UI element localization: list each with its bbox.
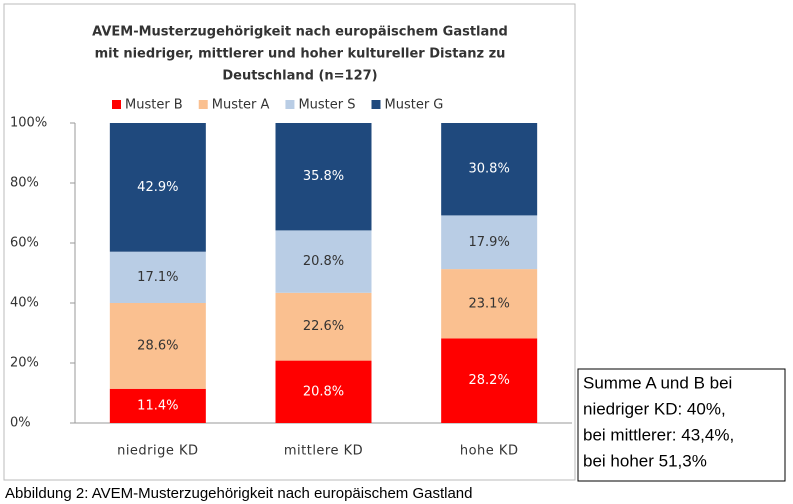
bar-segment <box>441 123 538 216</box>
value-label: 22.6% <box>303 319 344 334</box>
value-label: 17.9% <box>469 235 510 250</box>
value-label: 35.8% <box>303 169 344 184</box>
y-tick-label: 60% <box>10 236 39 251</box>
annotation-box <box>577 368 786 482</box>
chart-title: AVEM-Musterzugehörigkeit nach europäisch… <box>92 25 508 40</box>
y-tick-label: 80% <box>10 176 39 191</box>
x-tick-label: hohe KD <box>460 444 519 459</box>
value-label: 28.2% <box>469 373 510 388</box>
annotation: bei mittlerer: 43,4%, <box>583 425 734 444</box>
legend-swatch <box>371 100 381 109</box>
value-label: 20.8% <box>303 384 344 399</box>
bar-segment <box>275 292 372 361</box>
y-tick-label: 0% <box>10 416 31 431</box>
x-tick-label: niedrige KD <box>117 444 198 459</box>
chart-title: Deutschland (n=127) <box>222 69 377 84</box>
legend-swatch <box>112 100 121 109</box>
caption: Abbildung 2: AVEM-Musterzugehörigkeit na… <box>5 485 472 502</box>
value-label: 11.4% <box>137 398 178 413</box>
bar-segment <box>441 338 538 423</box>
legend-swatch <box>285 100 295 109</box>
value-label: 17.1% <box>137 270 178 285</box>
value-label: 42.9% <box>137 180 178 195</box>
x-tick-label: mittlere KD <box>284 444 363 459</box>
bar-segment <box>109 123 206 252</box>
bar-segment <box>109 251 206 303</box>
bar-segment <box>441 269 538 339</box>
legend-label: Muster S <box>298 98 355 113</box>
value-label: 28.6% <box>137 338 178 353</box>
bar-segment <box>109 303 206 389</box>
y-tick-label: 40% <box>10 296 39 311</box>
bar-segment <box>275 360 372 423</box>
legend-swatch <box>198 100 208 109</box>
chart-title: mit niedriger, mittlerer und hoher kultu… <box>95 47 506 62</box>
annotation: Summe A und B bei <box>583 373 732 392</box>
bar-segment <box>109 388 206 423</box>
value-label: 20.8% <box>303 254 344 269</box>
y-tick-label: 20% <box>10 356 39 371</box>
legend-label: Muster G <box>385 98 444 113</box>
bar-segment <box>275 230 372 293</box>
annotation: bei hoher 51,3% <box>583 451 707 470</box>
legend-label: Muster B <box>125 98 183 113</box>
bar-segment <box>441 215 538 270</box>
bar-segment <box>275 123 372 231</box>
annotation: niedriger KD: 40%, <box>583 399 726 418</box>
value-label: 30.8% <box>469 162 510 177</box>
legend-label: Muster A <box>212 98 270 113</box>
y-tick-label: 100% <box>10 116 47 131</box>
value-label: 23.1% <box>469 296 510 311</box>
